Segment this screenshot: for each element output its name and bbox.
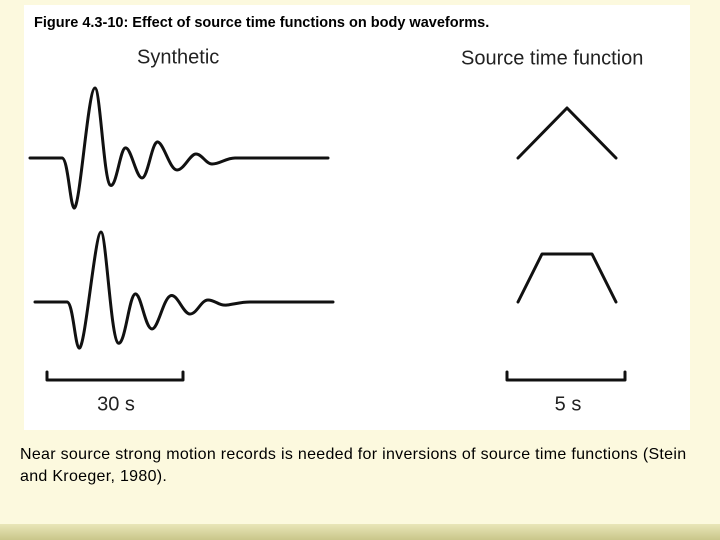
right-scale: 5 s (555, 393, 582, 415)
figure: Figure 4.3-10: Effect of source time fun… (24, 5, 690, 430)
figure-background (24, 5, 690, 430)
left-scale: 30 s (97, 393, 135, 415)
figure-title: Figure 4.3-10: Effect of source time fun… (34, 15, 489, 31)
left-label: Synthetic (137, 46, 219, 68)
waveform (28, 86, 330, 210)
waveform (33, 230, 335, 350)
footer-strip (0, 524, 720, 540)
trapezoid-source (516, 252, 618, 304)
triangle-source (516, 106, 618, 160)
right-label: Source time function (461, 47, 643, 69)
caption: Near source strong motion records is nee… (20, 446, 687, 485)
scale-bar (505, 370, 627, 382)
scale-bar (45, 370, 185, 382)
